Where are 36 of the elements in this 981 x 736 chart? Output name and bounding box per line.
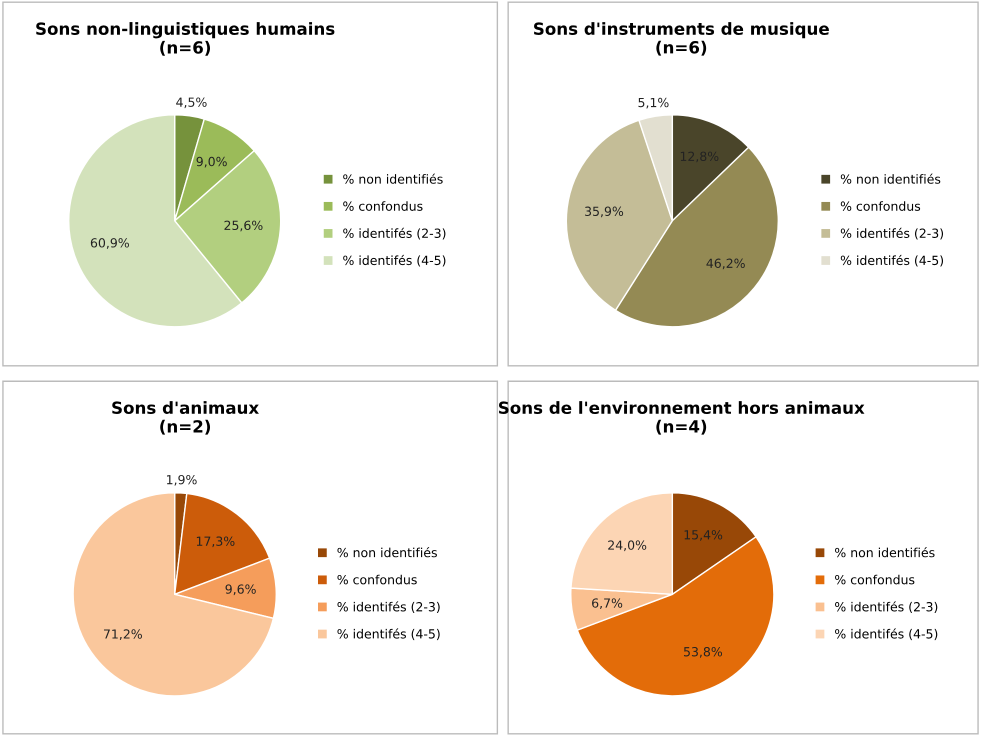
legend-label: % identifés (2-3) xyxy=(840,228,944,240)
legend-label: % identifés (2-3) xyxy=(835,601,938,613)
legend-label: % confondus xyxy=(343,201,423,211)
legend-label: % identifés (4-5) xyxy=(343,254,446,267)
legend-label: % non identifiés xyxy=(835,547,935,558)
data-label: 6,7% xyxy=(592,598,622,610)
data-label: 9,0% xyxy=(196,156,227,168)
pie-slice xyxy=(72,492,274,697)
data-label: 9,6% xyxy=(226,584,256,596)
legend-label: % identifés (4-5) xyxy=(840,254,944,267)
chart-title: Sons non-linguistiques humains (n=6) xyxy=(36,22,334,56)
data-label: 60,9% xyxy=(90,238,129,249)
data-label: 5,1% xyxy=(638,98,669,109)
data-label: 46,2% xyxy=(706,258,745,270)
data-label: 24,0% xyxy=(608,540,646,552)
legend-label: % confondus xyxy=(840,201,920,211)
data-label: 53,8% xyxy=(684,647,722,658)
legend-label: % non identifiés xyxy=(337,547,437,558)
data-label: 71,2% xyxy=(104,629,142,640)
data-label: 4,5% xyxy=(176,97,207,108)
legend-label: % identifés (4-5) xyxy=(337,628,440,640)
legend-label: % confondus xyxy=(337,574,417,584)
legend-label: % non identifiés xyxy=(343,174,443,184)
legend-label: % confondus xyxy=(835,574,914,584)
data-label: 25,6% xyxy=(224,220,263,232)
legend-label: % non identifiés xyxy=(840,174,940,184)
data-label: 1,9% xyxy=(166,474,197,486)
data-label: 17,3% xyxy=(196,536,235,548)
data-label: 15,4% xyxy=(684,530,722,541)
data-label: 35,9% xyxy=(585,206,624,218)
chart-title: Sons d'instruments de musique (n=6) xyxy=(534,22,829,56)
chart-title: Sons de l'environnement hors animaux (n=4) xyxy=(498,401,864,435)
legend-label: % identifés (2-3) xyxy=(337,601,440,613)
legend-label: % identifés (2-3) xyxy=(343,228,446,240)
chart-title: Sons d'animaux (n=2) xyxy=(112,401,259,435)
legend-label: % identifés (4-5) xyxy=(835,628,938,640)
